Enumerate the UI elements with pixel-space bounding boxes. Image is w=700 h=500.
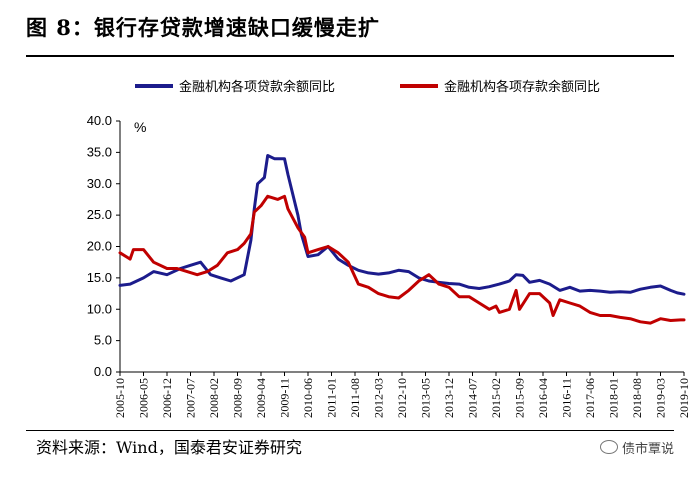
x-tick-label: 2018-01 [607,378,621,418]
x-tick-label: 2013-12 [442,378,456,418]
y-tick-label: 0.0 [94,364,112,379]
watermark: 债市覃说 [599,438,674,457]
y-tick-label: 35.0 [87,144,112,159]
y-tick-label: 5.0 [94,333,112,348]
x-tick-label: 2019-03 [654,378,668,418]
x-tick-label: 2011-01 [325,378,339,418]
x-tick-label: 2015-02 [489,378,503,418]
chart-title: 图 8：银行存贷款增速缺口缓慢走扩 [26,15,380,40]
x-tick-label: 2008-09 [231,378,245,418]
x-tick-label: 2011-08 [348,378,362,418]
x-tick-label: 2012-10 [395,378,409,418]
legend-label-2: 金融机构各项存款余额同比 [444,79,600,95]
x-tick-label: 2013-05 [419,378,433,418]
x-tick-label: 2016-04 [536,378,550,418]
x-tick-label: 2018-08 [630,378,644,418]
x-tick-label: 2012-03 [372,378,386,418]
x-tick-label: 2016-11 [560,378,574,418]
series-line-1 [118,154,686,296]
x-tick-label: 2010-06 [301,378,315,418]
x-tick-label: 2008-02 [207,378,221,418]
y-tick-label: 30.0 [87,176,112,191]
x-tick-label: 2006-12 [160,378,174,418]
x-tick-label: 2017-06 [583,378,597,418]
legend: 金融机构各项贷款余额同比 金融机构各项存款余额同比 [135,79,600,95]
x-tick-label: 2007-07 [184,378,198,418]
x-tick-label: 2009-11 [278,378,292,418]
header-divider [26,55,674,57]
plot-area [118,154,686,325]
x-tick-label: 2019-10 [677,378,691,418]
x-tick-label: 2015-09 [513,378,527,418]
x-tick-label: 2009-04 [254,378,268,418]
watermark-label: 债市覃说 [621,442,674,457]
footer-divider [26,430,674,431]
wechat-icon [599,440,618,454]
x-tick-label: 2006-05 [137,378,151,418]
chart-axes: 0.0 5.0 10.0 15.0 20.0 25.0 30.0 35.0 40.0 % 2005-… [87,113,691,418]
y-tick-label: 15.0 [87,270,112,285]
y-tick-label: 20.0 [87,239,112,254]
x-tick-label: 2005-10 [113,378,127,418]
y-unit-label: % [134,119,146,135]
y-tick-label: 40.0 [87,113,112,128]
legend-label-1: 金融机构各项贷款余额同比 [179,79,335,95]
y-tick-label: 10.0 [87,301,112,316]
x-tick-label: 2014-07 [466,378,480,418]
source-note: 资料来源：Wind，国泰君安证券研究 [36,438,302,457]
y-tick-label: 25.0 [87,207,112,222]
series-line-2 [118,194,686,325]
